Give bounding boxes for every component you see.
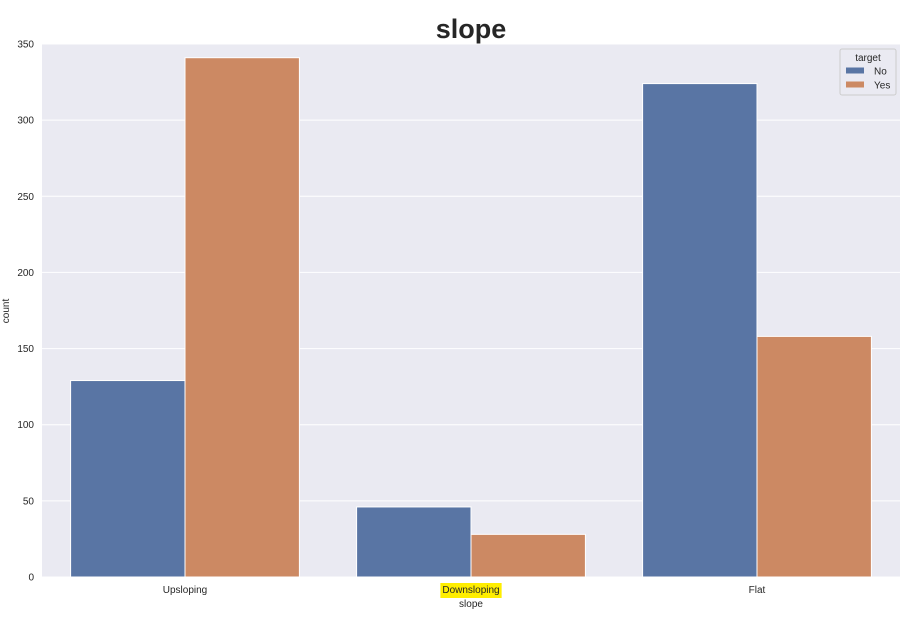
legend-swatch-yes [846,81,864,88]
bars [70,57,872,578]
y-axis-ticks: 0 50 100 150 200 250 300 350 [17,40,34,584]
x-axis-ticks: Upsloping Downsloping Flat [163,583,766,598]
y-tick-label: 250 [17,192,34,203]
y-axis-label: count [1,299,12,324]
y-tick-label: 100 [17,420,34,431]
y-tick-label: 200 [17,268,34,279]
bar-flat-no [642,83,758,578]
legend-title: target [855,53,881,64]
x-tick-label: Downsloping [442,585,499,596]
y-tick-label: 50 [23,496,35,507]
y-tick-label: 150 [17,344,34,355]
legend-label-yes: Yes [874,81,890,92]
y-tick-label: 350 [17,40,34,51]
bar-upsloping-yes [184,57,300,578]
bar-downsloping-yes [470,533,586,578]
bar-upsloping-no [70,380,186,578]
legend-items: No Yes [846,67,890,92]
x-tick-highlight [440,583,502,598]
y-tick-label: 0 [28,573,34,584]
y-tick-label: 300 [17,116,34,127]
legend-label-no: No [874,67,887,78]
chart-title: slope [436,14,507,44]
bar-downsloping-no [356,506,472,578]
legend-swatch-no [846,67,864,74]
bar-flat-yes [756,335,872,578]
x-tick-label: Flat [749,585,766,596]
legend: target No Yes [839,48,897,96]
x-tick-label: Upsloping [163,585,207,596]
x-axis-label: slope [459,599,483,610]
